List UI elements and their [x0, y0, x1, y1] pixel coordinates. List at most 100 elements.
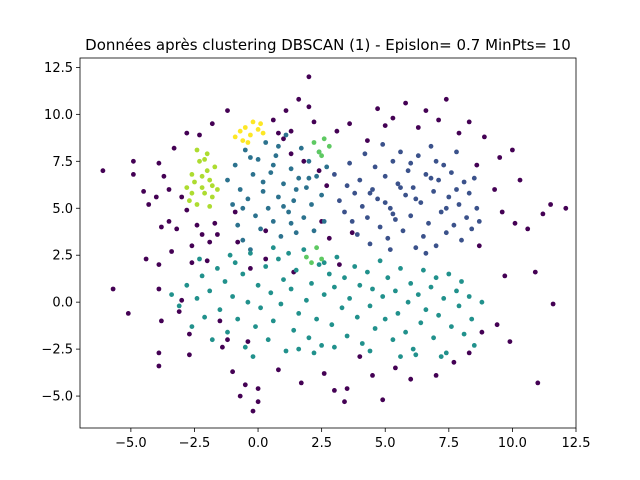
- data-point-cluster-0: [189, 243, 195, 249]
- data-point-cluster-3: [469, 316, 475, 322]
- x-tick-label: −5.0: [115, 436, 147, 451]
- y-axis: −5.0 −2.5 0.0 2.5 5.0 7.5 10.0 12.5: [41, 61, 80, 405]
- data-point-cluster-0: [375, 106, 380, 112]
- data-point-cluster-0: [357, 354, 363, 359]
- data-point-cluster-3: [438, 354, 444, 359]
- data-point-cluster-0: [288, 151, 294, 157]
- data-point-cluster-0: [255, 386, 261, 391]
- data-point-cluster-0: [263, 256, 269, 262]
- data-point-cluster-4: [311, 140, 317, 145]
- data-point-cluster-3: [230, 294, 236, 299]
- data-point-cluster-5: [184, 185, 190, 191]
- data-point-cluster-0: [131, 158, 136, 164]
- data-point-cluster-0: [217, 318, 223, 324]
- data-point-cluster-3: [296, 311, 302, 316]
- data-point-cluster-3: [293, 267, 299, 273]
- data-point-cluster-0: [156, 160, 162, 166]
- data-point-cluster-0: [263, 228, 269, 234]
- x-tick-label: 7.5: [438, 436, 459, 451]
- data-point-cluster-2: [270, 162, 276, 168]
- data-point-cluster-1: [408, 213, 414, 219]
- y-tick-label: 12.5: [44, 61, 73, 76]
- y-tick-label: −5.0: [41, 390, 73, 405]
- data-point-cluster-0: [187, 352, 192, 358]
- data-point-cluster-2: [253, 213, 258, 219]
- data-point-cluster-4: [321, 136, 327, 142]
- data-point-cluster-0: [456, 130, 462, 136]
- data-point-cluster-2: [281, 181, 286, 187]
- data-point-cluster-0: [502, 273, 508, 279]
- data-point-cluster-0: [276, 130, 281, 136]
- data-point-cluster-1: [375, 196, 380, 202]
- data-point-cluster-3: [283, 348, 289, 354]
- data-point-cluster-2: [311, 228, 317, 234]
- data-point-cluster-0: [270, 117, 276, 123]
- data-point-cluster-4: [319, 256, 324, 262]
- data-point-cluster-3: [253, 324, 258, 329]
- data-point-cluster-0: [476, 243, 482, 249]
- data-point-cluster-3: [367, 348, 373, 354]
- data-point-cluster-0: [283, 108, 289, 113]
- data-point-cluster-1: [428, 143, 434, 149]
- data-point-cluster-0: [306, 104, 312, 110]
- data-point-cluster-0: [255, 399, 261, 405]
- data-point-cluster-0: [344, 386, 350, 391]
- data-point-cluster-3: [321, 292, 327, 297]
- data-point-cluster-0: [403, 100, 408, 106]
- data-point-cluster-1: [367, 190, 373, 196]
- data-point-cluster-0: [156, 286, 162, 292]
- data-point-cluster-1: [380, 142, 386, 147]
- data-point-cluster-0: [482, 134, 487, 140]
- data-point-cluster-2: [324, 164, 330, 170]
- data-point-cluster-2: [304, 185, 309, 191]
- data-point-cluster-0: [408, 376, 414, 382]
- data-point-cluster-2: [245, 196, 251, 202]
- data-point-cluster-0: [153, 194, 159, 200]
- data-point-cluster-2: [263, 140, 269, 145]
- data-point-cluster-0: [215, 232, 220, 237]
- data-point-cluster-2: [319, 192, 324, 198]
- data-point-cluster-2: [278, 234, 284, 239]
- data-point-cluster-1: [413, 196, 419, 202]
- data-point-cluster-2: [225, 177, 230, 183]
- data-point-cluster-0: [207, 239, 213, 245]
- data-point-cluster-0: [321, 371, 327, 376]
- data-point-cluster-5: [202, 157, 208, 162]
- data-point-cluster-3: [184, 282, 190, 288]
- data-point-cluster-6: [255, 126, 261, 132]
- data-point-cluster-0: [332, 388, 337, 393]
- data-point-cluster-1: [332, 172, 337, 177]
- data-point-cluster-1: [382, 200, 388, 206]
- data-point-cluster-3: [304, 297, 309, 303]
- data-point-cluster-3: [194, 296, 200, 301]
- data-point-cluster-2: [276, 143, 281, 149]
- data-point-cluster-2: [273, 153, 279, 159]
- data-point-cluster-2: [281, 204, 286, 209]
- data-point-cluster-0: [512, 220, 518, 226]
- data-point-cluster-1: [357, 177, 363, 183]
- data-point-cluster-0: [156, 262, 162, 267]
- data-point-cluster-2: [265, 205, 271, 211]
- data-point-cluster-5: [189, 190, 195, 196]
- data-point-cluster-3: [365, 269, 370, 275]
- data-point-cluster-3: [268, 290, 274, 296]
- data-point-cluster-2: [293, 230, 299, 236]
- data-point-cluster-1: [408, 160, 414, 166]
- data-point-cluster-3: [354, 314, 360, 320]
- data-point-cluster-1: [365, 215, 370, 221]
- data-point-cluster-0: [451, 359, 457, 365]
- data-point-cluster-3: [255, 282, 261, 288]
- data-point-cluster-0: [466, 350, 472, 356]
- data-point-cluster-0: [370, 373, 375, 378]
- data-point-cluster-3: [441, 296, 447, 301]
- x-tick-label: 10.0: [498, 436, 527, 451]
- data-point-cluster-2: [293, 187, 299, 192]
- data-point-cluster-1: [385, 235, 391, 241]
- data-point-cluster-0: [365, 138, 370, 144]
- data-point-cluster-3: [258, 305, 263, 311]
- data-point-cluster-1: [410, 185, 416, 191]
- data-point-cluster-1: [367, 241, 373, 247]
- data-point-cluster-3: [189, 324, 195, 329]
- data-point-cluster-3: [461, 331, 467, 337]
- data-point-cluster-4: [316, 149, 322, 155]
